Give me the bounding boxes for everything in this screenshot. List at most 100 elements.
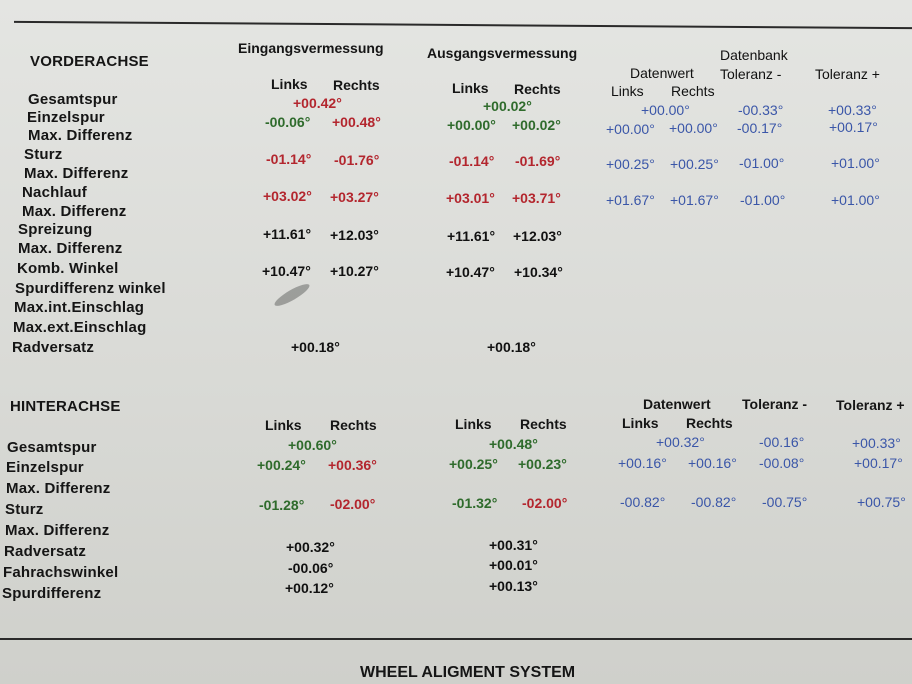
front-label-maxdiff-4: Max. Differenz <box>18 240 123 257</box>
front-komb-out-rechts: +10.34° <box>514 264 563 280</box>
rear-col-datenwert: Datenwert <box>643 396 711 412</box>
front-label-nachlauf: Nachlauf <box>22 184 87 201</box>
rear-db-gesamtspur-tol-plus: +00.33° <box>852 435 901 451</box>
front-db-gesamtspur-tol-minus: -00.33° <box>738 102 784 118</box>
front-db-sturz-links: +00.25° <box>606 156 655 172</box>
front-einzelspur-in-rechts: +00.48° <box>332 114 381 130</box>
front-sturz-in-links: -01.14° <box>266 151 312 167</box>
rear-einzelspur-in-links: +00.24° <box>257 457 306 473</box>
front-spreizung-out-links: +11.61° <box>447 228 496 244</box>
front-radversatz-out: +00.18° <box>487 339 536 355</box>
rear-gesamtspur-in: +00.60° <box>288 437 337 453</box>
front-db-nachlauf-links: +01.67° <box>606 192 655 208</box>
rear-db-einzelspur-tol-minus: -00.08° <box>759 455 805 471</box>
front-einzelspur-in-links: -00.06° <box>265 114 311 130</box>
rear-fahrachswinkel-in: -00.06° <box>288 560 334 576</box>
front-gesamtspur-in: +00.42° <box>293 95 342 111</box>
rear-db-col-rechts: Rechts <box>686 415 733 431</box>
rear-db-einzelspur-rechts: +00.16° <box>688 455 737 471</box>
rear-label-maxdiff-2: Max. Differenz <box>5 522 110 539</box>
front-db-einzelspur-rechts: +00.00° <box>669 120 718 136</box>
rear-db-sturz-tol-plus: +00.75° <box>857 494 906 510</box>
rear-out-col-links: Links <box>455 416 492 432</box>
front-db-col-links: Links <box>611 83 644 99</box>
front-label-maxdiff-1: Max. Differenz <box>28 127 133 144</box>
rear-db-col-links: Links <box>622 415 659 431</box>
front-heading-db: Datenbank <box>720 47 788 63</box>
front-label-max-int-einschlag: Max.int.Einschlag <box>14 299 145 316</box>
front-col-datenwert: Datenwert <box>630 65 694 81</box>
rear-radversatz-out: +00.31° <box>489 537 538 553</box>
front-spreizung-out-rechts: +12.03° <box>513 228 562 244</box>
rear-sturz-out-rechts: -02.00° <box>522 495 568 511</box>
front-sturz-in-rechts: -01.76° <box>334 152 380 168</box>
rear-db-einzelspur-tol-plus: +00.17° <box>854 455 903 471</box>
front-db-nachlauf-tol-minus: -01.00° <box>740 192 786 208</box>
front-label-maxdiff-2: Max. Differenz <box>24 165 129 182</box>
rear-col-tol-plus: Toleranz + <box>836 397 905 413</box>
rear-gesamtspur-out: +00.48° <box>489 436 538 452</box>
front-radversatz-in: +00.18° <box>291 339 340 355</box>
front-spreizung-in-links: +11.61° <box>263 226 312 242</box>
front-db-sturz-tol-plus: +01.00° <box>831 155 880 171</box>
rear-label-radversatz: Radversatz <box>4 543 87 560</box>
front-nachlauf-out-links: +03.01° <box>446 190 495 206</box>
rear-label-gesamtspur: Gesamtspur <box>7 439 97 456</box>
rear-label-maxdiff-1: Max. Differenz <box>6 480 111 497</box>
front-komb-out-links: +10.47° <box>446 264 495 280</box>
front-label-sturz: Sturz <box>24 146 63 163</box>
rear-db-sturz-links: -00.82° <box>620 494 666 510</box>
front-db-einzelspur-tol-plus: +00.17° <box>829 119 878 135</box>
front-out-col-links: Links <box>452 80 489 96</box>
rear-axle-title: HINTERACHSE <box>10 398 121 415</box>
rear-spurdifferenz-out: +00.13° <box>489 578 538 594</box>
front-db-gesamtspur-wert: +00.00° <box>641 102 690 118</box>
rear-spurdifferenz-in: +00.12° <box>285 580 334 596</box>
rear-sturz-out-links: -01.32° <box>452 495 498 511</box>
front-label-spurdifferenz-winkel: Spurdifferenz winkel <box>15 280 166 297</box>
rear-sturz-in-links: -01.28° <box>259 497 305 513</box>
rear-out-col-rechts: Rechts <box>520 416 567 432</box>
footer-system-name: WHEEL ALIGMENT SYSTEM <box>360 664 576 681</box>
front-in-col-rechts: Rechts <box>333 77 380 93</box>
front-axle-title: VORDERACHSE <box>30 53 149 70</box>
rear-in-col-links: Links <box>265 417 302 433</box>
front-komb-in-rechts: +10.27° <box>330 263 379 279</box>
rear-db-einzelspur-links: +00.16° <box>618 455 667 471</box>
front-db-einzelspur-links: +00.00° <box>606 121 655 137</box>
front-einzelspur-out-rechts: +00.02° <box>512 117 561 133</box>
front-out-col-rechts: Rechts <box>514 81 561 97</box>
front-label-maxdiff-3: Max. Differenz <box>22 203 127 220</box>
rear-db-gesamtspur-tol-minus: -00.16° <box>759 434 805 450</box>
rear-sturz-in-rechts: -02.00° <box>330 496 376 512</box>
rear-db-sturz-rechts: -00.82° <box>691 494 737 510</box>
rear-col-tol-minus: Toleranz - <box>742 396 808 412</box>
front-label-einzelspur: Einzelspur <box>27 109 105 126</box>
front-db-sturz-rechts: +00.25° <box>670 156 719 172</box>
ink-smudge <box>272 280 312 310</box>
front-db-nachlauf-rechts: +01.67° <box>670 192 719 208</box>
rear-einzelspur-out-links: +00.25° <box>449 456 498 472</box>
front-nachlauf-in-rechts: +03.27° <box>330 189 379 205</box>
bottom-rule <box>0 638 912 640</box>
front-komb-in-links: +10.47° <box>262 263 311 279</box>
front-heading-output: Ausgangsvermessung <box>427 45 578 61</box>
front-db-sturz-tol-minus: -01.00° <box>739 155 785 171</box>
front-sturz-out-rechts: -01.69° <box>515 153 561 169</box>
front-nachlauf-out-rechts: +03.71° <box>512 190 561 206</box>
front-sturz-out-links: -01.14° <box>449 153 495 169</box>
front-db-gesamtspur-tol-plus: +00.33° <box>828 102 877 118</box>
rear-in-col-rechts: Rechts <box>330 417 377 433</box>
rear-einzelspur-in-rechts: +00.36° <box>328 457 377 473</box>
front-gesamtspur-out: +00.02° <box>483 98 532 114</box>
rear-label-einzelspur: Einzelspur <box>6 459 84 476</box>
front-einzelspur-out-links: +00.00° <box>447 117 496 133</box>
front-label-radversatz: Radversatz <box>12 339 95 356</box>
front-col-tol-minus: Toleranz - <box>720 66 782 82</box>
front-label-max-ext-einschlag: Max.ext.Einschlag <box>13 319 147 336</box>
front-db-nachlauf-tol-plus: +01.00° <box>831 192 880 208</box>
rear-radversatz-in: +00.32° <box>286 539 335 555</box>
rear-fahrachswinkel-out: +00.01° <box>489 557 538 573</box>
rear-einzelspur-out-rechts: +00.23° <box>518 456 567 472</box>
